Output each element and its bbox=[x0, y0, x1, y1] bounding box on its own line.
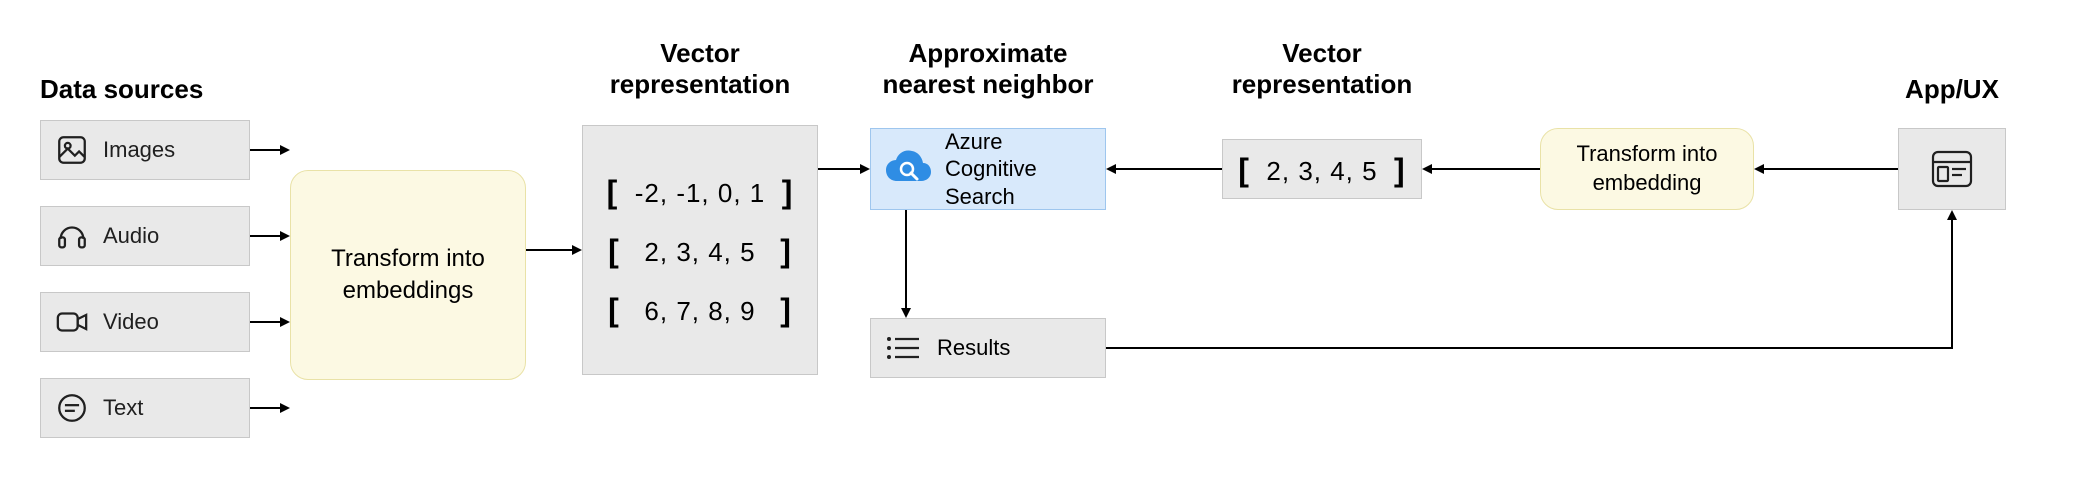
arrow bbox=[1106, 163, 1222, 175]
image-icon bbox=[55, 133, 89, 167]
arrow bbox=[250, 230, 290, 242]
diagram-canvas: Data sources Vector representation Appro… bbox=[0, 0, 2077, 502]
title-ann: Approximate nearest neighbor bbox=[870, 38, 1106, 100]
vector-single-right: [ 2, 3, 4, 5 ] bbox=[1222, 139, 1422, 199]
app-window-icon bbox=[1930, 149, 1974, 189]
results-box: Results bbox=[870, 318, 1106, 378]
data-source-text: Text bbox=[40, 378, 250, 438]
list-icon bbox=[885, 334, 921, 362]
arrow bbox=[250, 144, 290, 156]
audio-icon bbox=[55, 219, 89, 253]
app-ux-box bbox=[1898, 128, 2006, 210]
title-data-sources: Data sources bbox=[40, 74, 203, 105]
arrow bbox=[250, 402, 290, 414]
results-label: Results bbox=[937, 335, 1010, 361]
text-icon bbox=[55, 391, 89, 425]
transform-label: Transform into embeddings bbox=[311, 243, 505, 308]
transform-embeddings-box: Transform into embeddings bbox=[290, 170, 526, 380]
vector-row: [ -2, -1, 0, 1 ] bbox=[607, 173, 794, 210]
vector-row: [ 6, 7, 8, 9 ] bbox=[608, 291, 792, 328]
video-icon bbox=[55, 305, 89, 339]
data-source-video: Video bbox=[40, 292, 250, 352]
arrow bbox=[1422, 163, 1540, 175]
data-source-label: Images bbox=[103, 137, 175, 163]
arrow bbox=[1754, 163, 1898, 175]
data-source-label: Text bbox=[103, 395, 143, 421]
arrow bbox=[526, 244, 582, 256]
title-vector-rep-left: Vector representation bbox=[582, 38, 818, 100]
data-source-label: Audio bbox=[103, 223, 159, 249]
vector-panel-left: [ -2, -1, 0, 1 ] [ 2, 3, 4, 5 ] [ 6, 7, … bbox=[582, 125, 818, 375]
azure-cognitive-search-box: Azure Cognitive Search bbox=[870, 128, 1106, 210]
cloud-search-icon bbox=[883, 147, 933, 191]
title-app: App/UX bbox=[1898, 74, 2006, 105]
data-source-label: Video bbox=[103, 309, 159, 335]
transform-small-label: Transform into embedding bbox=[1559, 140, 1735, 197]
transform-embedding-box: Transform into embedding bbox=[1540, 128, 1754, 210]
arrow bbox=[250, 316, 290, 328]
arrow bbox=[1106, 204, 1966, 354]
arrow bbox=[818, 163, 870, 175]
data-source-audio: Audio bbox=[40, 206, 250, 266]
vector-row: [ 2, 3, 4, 5 ] bbox=[608, 232, 792, 269]
data-source-images: Images bbox=[40, 120, 250, 180]
acs-label: Azure Cognitive Search bbox=[945, 128, 1095, 211]
arrow bbox=[900, 210, 912, 318]
title-vector-rep-right: Vector representation bbox=[1222, 38, 1422, 100]
